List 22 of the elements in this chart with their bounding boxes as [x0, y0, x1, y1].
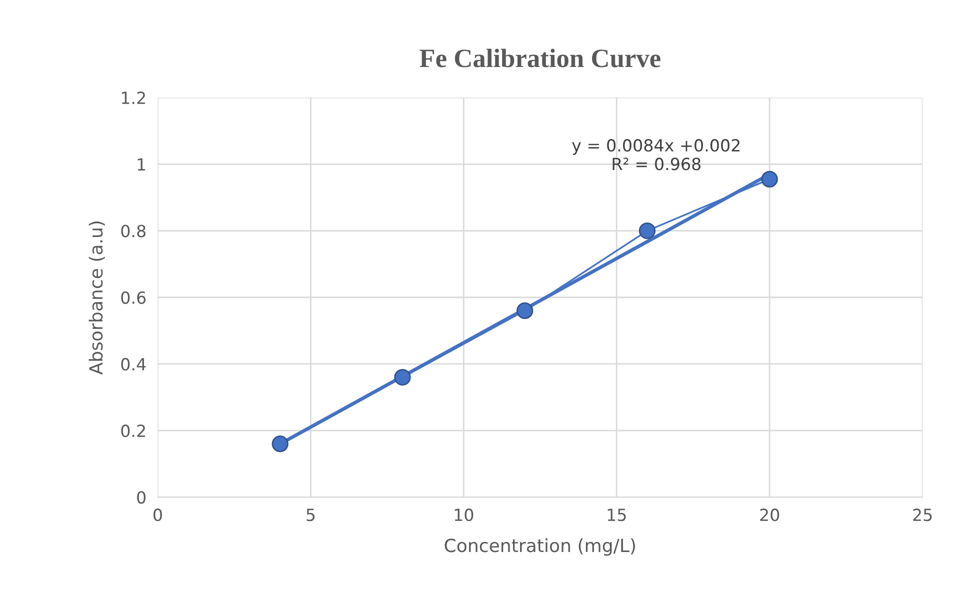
annotation: y = 0.0084x +0.002 R² = 0.968 — [572, 139, 740, 170]
x-tick-label: 0 — [154, 508, 162, 522]
x-tick-label: 5 — [306, 508, 315, 522]
y-axis-title: Absorbance (a.u) — [88, 222, 105, 375]
point — [272, 436, 288, 452]
point — [516, 302, 534, 320]
x-tick-label: 25 — [913, 508, 932, 522]
point — [394, 368, 411, 386]
x-tick-label: 15 — [608, 508, 626, 522]
y-tick-label: 1 — [138, 158, 146, 171]
y-tick-label: 0.6 — [121, 291, 146, 304]
y-tick-label: 1.2 — [122, 92, 145, 104]
x-tick-label: 20 — [760, 508, 780, 522]
x-axis-title: Concentration (mg/L) — [444, 538, 635, 556]
point — [761, 170, 778, 188]
x-tick-label: 10 — [454, 508, 474, 522]
chart-title: Fe Calibration Curve — [420, 48, 660, 68]
y-tick-label: 0.8 — [121, 224, 146, 238]
point — [638, 222, 656, 240]
y-tick-label: 0 — [137, 491, 146, 504]
y-tick-label: 0.2 — [121, 424, 145, 438]
y-tick-label: 0.4 — [121, 358, 146, 371]
